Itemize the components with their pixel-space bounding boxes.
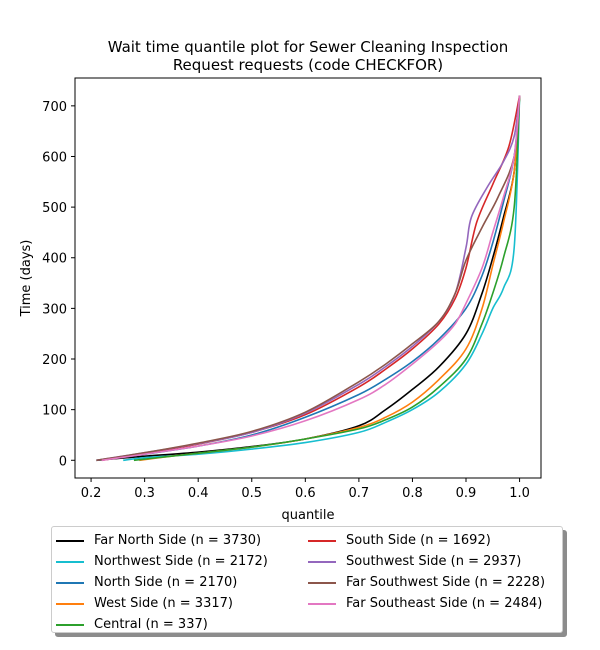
chart-title-line2: Request requests (code CHECKFOR) <box>173 56 443 74</box>
series-layer <box>96 95 521 462</box>
y-tick-label: 700 <box>42 100 67 115</box>
x-tick-label: 0.8 <box>402 486 423 501</box>
legend: Far North Side (n = 3730) Northwest Side … <box>51 526 563 633</box>
y-tick-label: 100 <box>42 404 67 419</box>
legend-swatch <box>308 602 336 605</box>
legend-swatch <box>308 581 336 584</box>
legend-label: Far Southwest Side (n = 2228) <box>346 575 546 590</box>
legend-swatch <box>56 602 84 605</box>
legend-label: West Side (n = 3317) <box>94 596 233 611</box>
legend-item-far-north-side: Far North Side (n = 3730) <box>52 530 268 551</box>
y-tick-label: 0 <box>59 454 67 469</box>
chart-title-line1: Wait time quantile plot for Sewer Cleani… <box>108 38 509 56</box>
x-axis-label: quantile <box>281 508 334 523</box>
legend-column-right: South Side (n = 1692) Southwest Side (n =… <box>304 530 545 614</box>
x-tick-label: 0.6 <box>295 486 316 501</box>
x-tick-label: 0.7 <box>349 486 370 501</box>
legend-label: Far Southeast Side (n = 2484) <box>346 596 543 611</box>
x-tick-label: 0.3 <box>134 486 155 501</box>
legend-swatch <box>56 560 84 563</box>
series-line-far-north-side <box>96 95 521 462</box>
series-line-far-southwest-side <box>96 95 521 462</box>
legend-item-far-southeast-side: Far Southeast Side (n = 2484) <box>304 593 545 614</box>
x-tick-label: 0.4 <box>188 486 209 501</box>
legend-swatch <box>308 560 336 563</box>
x-tick-label: 0.2 <box>81 486 102 501</box>
legend-swatch <box>56 539 84 542</box>
plot-area <box>74 77 542 479</box>
x-tick-label: 0.5 <box>241 486 262 501</box>
legend-label: North Side (n = 2170) <box>94 575 238 590</box>
legend-item-northwest-side: Northwest Side (n = 2172) <box>52 551 268 572</box>
legend-label: Far North Side (n = 3730) <box>94 533 262 548</box>
series-line-southwest-side <box>96 95 521 462</box>
legend-item-north-side: North Side (n = 2170) <box>52 572 268 593</box>
legend-swatch <box>56 623 84 626</box>
legend-item-far-southwest-side: Far Southwest Side (n = 2228) <box>304 572 545 593</box>
y-axis-label: Time (days) <box>19 240 34 318</box>
legend-item-south-side: South Side (n = 1692) <box>304 530 545 551</box>
y-tick-label: 300 <box>42 302 67 317</box>
series-line-south-side <box>101 95 521 462</box>
legend-item-southwest-side: Southwest Side (n = 2937) <box>304 551 545 572</box>
y-tick-label: 600 <box>42 150 67 165</box>
x-tick-label: 1.0 <box>509 486 530 501</box>
legend-item-central: Central (n = 337) <box>52 614 268 635</box>
series-line-central <box>133 95 521 462</box>
series-line-north-side <box>96 95 521 462</box>
axes-layer: 0.2 0.3 0.4 0.5 0.6 0.7 0.8 0.9 1.0 0 100 200 300 400… <box>42 100 530 501</box>
legend-label: South Side (n = 1692) <box>346 533 491 548</box>
legend-swatch <box>308 539 336 542</box>
series-line-far-southeast-side <box>101 95 521 462</box>
x-tick-label: 0.9 <box>456 486 477 501</box>
legend-label: Southwest Side (n = 2937) <box>346 554 522 569</box>
legend-column-left: Far North Side (n = 3730) Northwest Side … <box>52 530 268 635</box>
series-line-northwest-side <box>123 95 521 462</box>
y-tick-label: 200 <box>42 353 67 368</box>
legend-swatch <box>56 581 84 584</box>
legend-item-west-side: West Side (n = 3317) <box>52 593 268 614</box>
y-tick-label: 500 <box>42 201 67 216</box>
legend-label: Northwest Side (n = 2172) <box>94 554 268 569</box>
y-tick-label: 400 <box>42 252 67 267</box>
legend-label: Central (n = 337) <box>94 617 208 632</box>
